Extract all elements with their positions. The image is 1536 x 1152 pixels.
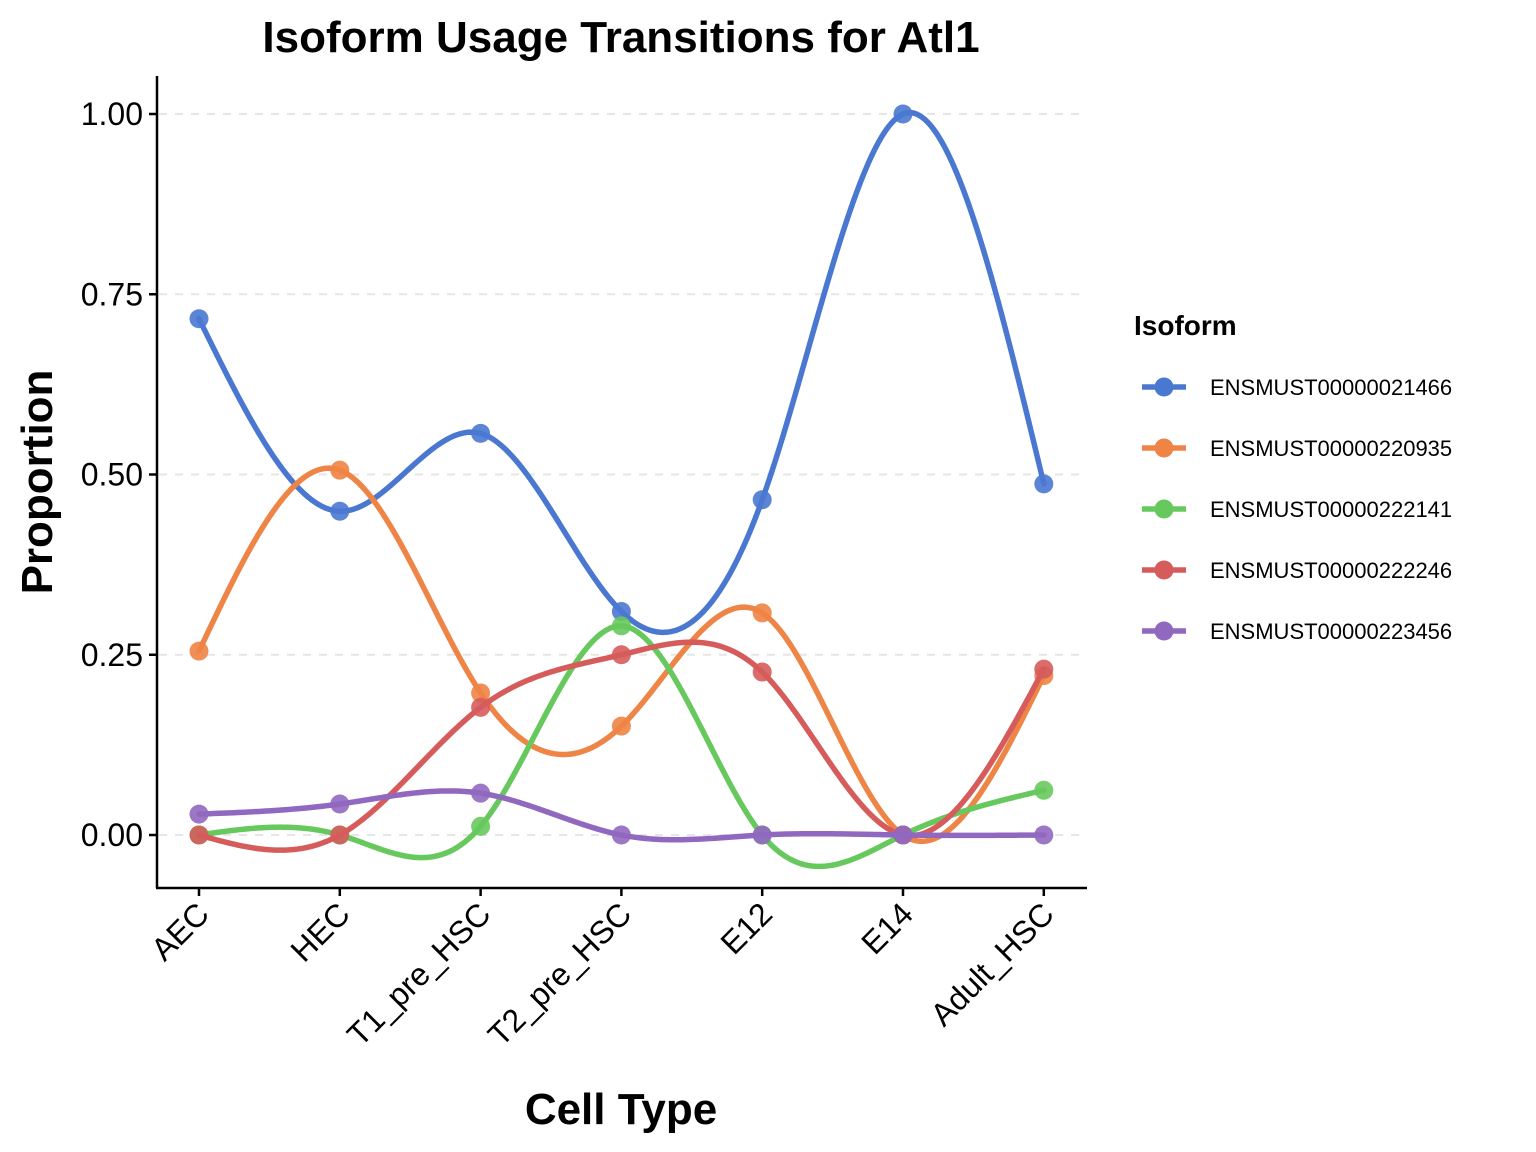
data-point — [752, 662, 772, 682]
legend-items: ENSMUST00000021466 ENSMUST00000220935 ENSM… — [1142, 375, 1452, 644]
x-tick-label: HEC — [284, 895, 357, 968]
data-point — [189, 641, 209, 661]
x-tick-label: Adult_HSC — [923, 895, 1060, 1032]
data-point — [611, 645, 631, 665]
y-tick-label: 0.75 — [81, 276, 143, 312]
legend-marker — [1154, 499, 1174, 519]
legend-title: Isoform — [1134, 310, 1237, 341]
legend-item: ENSMUST00000021466 — [1142, 375, 1452, 400]
series-ENSMUST00000021466 — [189, 104, 1054, 636]
x-tick-label: E12 — [713, 895, 779, 961]
series-line — [196, 639, 1047, 853]
data-point — [1034, 825, 1054, 845]
data-point — [611, 601, 631, 621]
data-point — [471, 783, 491, 803]
data-point — [330, 460, 350, 480]
y-tick-label: 0.50 — [81, 457, 143, 493]
series-ENSMUST00000222246 — [189, 639, 1054, 853]
legend: Isoform ENSMUST00000021466 ENSMUST0000022… — [1134, 310, 1452, 644]
data-point — [189, 804, 209, 824]
x-tick-label: E14 — [854, 895, 920, 961]
x-tick-label: AEC — [144, 895, 216, 967]
data-point — [752, 603, 772, 623]
legend-marker — [1154, 377, 1174, 397]
y-tick-label: 0.00 — [81, 817, 143, 853]
chart-title: Isoform Usage Transitions for Atl1 — [262, 13, 979, 62]
legend-item: ENSMUST00000223456 — [1142, 619, 1452, 644]
legend-label: ENSMUST00000222246 — [1210, 558, 1452, 583]
data-point — [611, 825, 631, 845]
x-tick-label: T1_pre_HSC — [340, 895, 498, 1053]
legend-marker — [1154, 560, 1174, 580]
y-tick-label: 0.25 — [81, 637, 143, 673]
legend-item: ENSMUST00000222141 — [1142, 497, 1452, 522]
x-axis-title: Cell Type — [525, 1085, 717, 1134]
data-point — [189, 825, 209, 845]
data-point — [893, 104, 913, 124]
legend-label: ENSMUST00000220935 — [1210, 436, 1452, 461]
data-point — [471, 697, 491, 717]
legend-label: ENSMUST00000223456 — [1210, 619, 1452, 644]
y-axis-title: Proportion — [13, 370, 62, 595]
data-point — [611, 716, 631, 736]
series-ENSMUST00000223456 — [189, 783, 1054, 845]
legend-marker — [1154, 438, 1174, 458]
legend-item: ENSMUST00000222246 — [1142, 558, 1452, 583]
data-point — [471, 683, 491, 703]
data-point — [611, 616, 631, 636]
legend-label: ENSMUST00000222141 — [1210, 497, 1452, 522]
data-point — [330, 825, 350, 845]
data-point — [330, 794, 350, 814]
data-point — [189, 309, 209, 329]
series-layer — [189, 104, 1054, 870]
legend-marker — [1154, 621, 1174, 641]
data-point — [1034, 474, 1054, 494]
y-tick-label: 1.00 — [81, 96, 143, 132]
legend-label: ENSMUST00000021466 — [1210, 375, 1452, 400]
y-ticks: 0.00 0.25 0.50 0.75 1.00 — [81, 96, 157, 853]
data-point — [1034, 780, 1054, 800]
data-point — [1034, 659, 1054, 679]
series-line — [196, 109, 1047, 636]
x-tick-label: T2_pre_HSC — [481, 895, 639, 1053]
data-point — [752, 490, 772, 510]
data-point — [330, 501, 350, 521]
data-point — [471, 423, 491, 443]
legend-item: ENSMUST00000220935 — [1142, 436, 1452, 461]
data-point — [893, 825, 913, 845]
data-point — [752, 825, 772, 845]
data-point — [471, 816, 491, 836]
